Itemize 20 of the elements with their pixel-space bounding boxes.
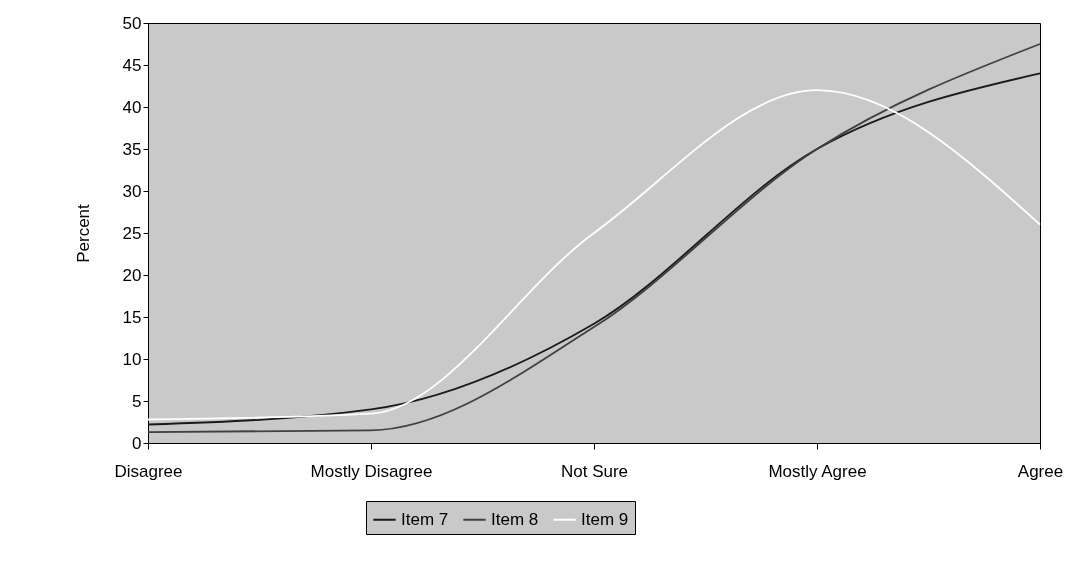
x-tick-label: Mostly Agree xyxy=(768,461,867,481)
y-tick-label: 35 xyxy=(122,139,142,159)
x-tick-label: Disagree xyxy=(114,461,183,481)
y-tick-label: 15 xyxy=(122,307,142,327)
legend-label: Item 8 xyxy=(491,509,539,529)
legend-label: Item 7 xyxy=(401,509,449,529)
x-tick-label: Not Sure xyxy=(560,461,629,481)
y-tick-label: 40 xyxy=(122,97,142,117)
y-tick-label: 10 xyxy=(122,349,142,369)
y-axis-title: Percent xyxy=(73,203,93,263)
y-tick-label: 50 xyxy=(122,13,142,33)
y-tick-label: 30 xyxy=(122,181,142,201)
x-tick-label: Agree xyxy=(1017,461,1064,481)
y-tick-label: 0 xyxy=(132,433,142,453)
y-tick-label: 5 xyxy=(132,391,142,411)
y-tick-label: 45 xyxy=(122,55,142,75)
x-tick-label: Mostly Disagree xyxy=(310,461,433,481)
y-tick-label: 25 xyxy=(122,223,142,243)
y-tick-label: 20 xyxy=(122,265,142,285)
legend-label: Item 9 xyxy=(581,509,629,529)
